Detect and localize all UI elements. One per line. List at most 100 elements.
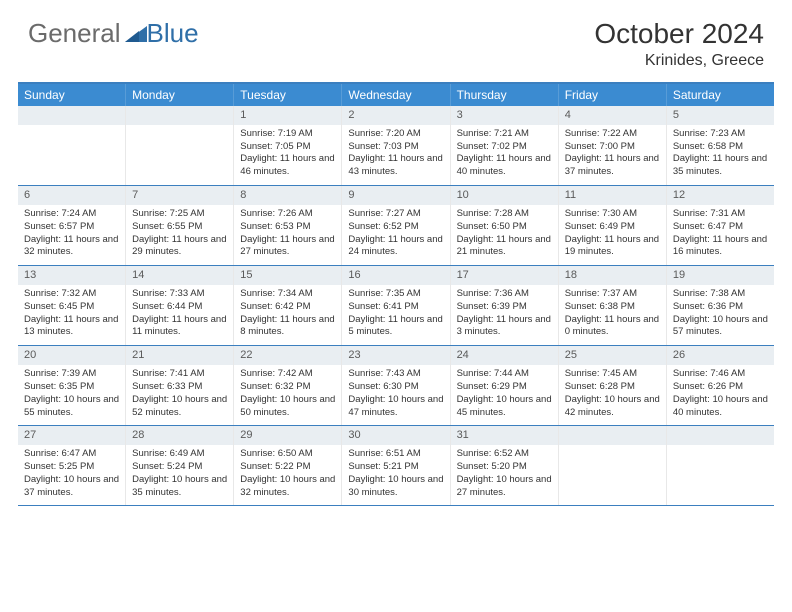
day-body: Sunrise: 7:33 AMSunset: 6:44 PMDaylight:… (126, 285, 233, 345)
day-body: Sunrise: 7:22 AMSunset: 7:00 PMDaylight:… (559, 125, 666, 185)
daylight-line: Daylight: 11 hours and 3 minutes. (457, 314, 552, 340)
day-number (18, 106, 125, 125)
day-body: Sunrise: 7:42 AMSunset: 6:32 PMDaylight:… (234, 365, 341, 425)
daylight-line: Daylight: 10 hours and 55 minutes. (24, 394, 119, 420)
daylight-line: Daylight: 10 hours and 27 minutes. (457, 474, 552, 500)
daylight-line: Daylight: 11 hours and 29 minutes. (132, 234, 227, 260)
day-body: Sunrise: 7:20 AMSunset: 7:03 PMDaylight:… (342, 125, 449, 185)
sunrise-line: Sunrise: 6:50 AM (240, 448, 335, 461)
day-body: Sunrise: 7:19 AMSunset: 7:05 PMDaylight:… (234, 125, 341, 185)
sunrise-line: Sunrise: 7:43 AM (348, 368, 443, 381)
sunset-line: Sunset: 6:47 PM (673, 221, 768, 234)
sunrise-line: Sunrise: 7:26 AM (240, 208, 335, 221)
day-number: 27 (18, 426, 125, 445)
daylight-line: Daylight: 11 hours and 13 minutes. (24, 314, 119, 340)
day-number: 3 (451, 106, 558, 125)
sunset-line: Sunset: 6:36 PM (673, 301, 768, 314)
sunrise-line: Sunrise: 6:51 AM (348, 448, 443, 461)
sunset-line: Sunset: 6:57 PM (24, 221, 119, 234)
page-location: Krinides, Greece (594, 52, 764, 70)
day-number: 2 (342, 106, 449, 125)
day-cell: 13Sunrise: 7:32 AMSunset: 6:45 PMDayligh… (18, 266, 126, 345)
day-cell: 24Sunrise: 7:44 AMSunset: 6:29 PMDayligh… (451, 346, 559, 425)
day-body: Sunrise: 6:50 AMSunset: 5:22 PMDaylight:… (234, 445, 341, 505)
day-body: Sunrise: 7:30 AMSunset: 6:49 PMDaylight:… (559, 205, 666, 265)
day-number (667, 426, 774, 445)
title-block: October 2024 Krinides, Greece (594, 18, 764, 70)
day-number: 25 (559, 346, 666, 365)
daylight-line: Daylight: 10 hours and 42 minutes. (565, 394, 660, 420)
day-body: Sunrise: 7:32 AMSunset: 6:45 PMDaylight:… (18, 285, 125, 345)
day-number (126, 106, 233, 125)
day-number: 14 (126, 266, 233, 285)
daylight-line: Daylight: 11 hours and 32 minutes. (24, 234, 119, 260)
day-cell: 27Sunrise: 6:47 AMSunset: 5:25 PMDayligh… (18, 426, 126, 505)
daylight-line: Daylight: 11 hours and 16 minutes. (673, 234, 768, 260)
daylight-line: Daylight: 10 hours and 37 minutes. (24, 474, 119, 500)
sunrise-line: Sunrise: 7:24 AM (24, 208, 119, 221)
daylight-line: Daylight: 11 hours and 35 minutes. (673, 153, 768, 179)
sunrise-line: Sunrise: 7:31 AM (673, 208, 768, 221)
sunset-line: Sunset: 5:24 PM (132, 461, 227, 474)
sunrise-line: Sunrise: 7:45 AM (565, 368, 660, 381)
sunrise-line: Sunrise: 7:39 AM (24, 368, 119, 381)
sunset-line: Sunset: 5:25 PM (24, 461, 119, 474)
sunset-line: Sunset: 6:58 PM (673, 141, 768, 154)
day-body (18, 125, 125, 179)
day-body: Sunrise: 7:25 AMSunset: 6:55 PMDaylight:… (126, 205, 233, 265)
sunrise-line: Sunrise: 6:52 AM (457, 448, 552, 461)
daylight-line: Daylight: 10 hours and 50 minutes. (240, 394, 335, 420)
sunset-line: Sunset: 6:33 PM (132, 381, 227, 394)
day-cell: 12Sunrise: 7:31 AMSunset: 6:47 PMDayligh… (667, 186, 774, 265)
sunrise-line: Sunrise: 7:44 AM (457, 368, 552, 381)
sunrise-line: Sunrise: 7:36 AM (457, 288, 552, 301)
day-of-week-saturday: Saturday (667, 84, 774, 106)
day-cell: 10Sunrise: 7:28 AMSunset: 6:50 PMDayligh… (451, 186, 559, 265)
sunset-line: Sunset: 6:44 PM (132, 301, 227, 314)
sunset-line: Sunset: 6:35 PM (24, 381, 119, 394)
sunrise-line: Sunrise: 7:22 AM (565, 128, 660, 141)
day-cell: 5Sunrise: 7:23 AMSunset: 6:58 PMDaylight… (667, 106, 774, 185)
sunrise-line: Sunrise: 7:35 AM (348, 288, 443, 301)
day-number: 24 (451, 346, 558, 365)
day-number: 8 (234, 186, 341, 205)
sunrise-line: Sunrise: 7:20 AM (348, 128, 443, 141)
sunrise-line: Sunrise: 7:42 AM (240, 368, 335, 381)
day-number: 1 (234, 106, 341, 125)
day-number: 23 (342, 346, 449, 365)
daylight-line: Daylight: 10 hours and 35 minutes. (132, 474, 227, 500)
day-cell: 6Sunrise: 7:24 AMSunset: 6:57 PMDaylight… (18, 186, 126, 265)
daylight-line: Daylight: 10 hours and 47 minutes. (348, 394, 443, 420)
day-cell: 22Sunrise: 7:42 AMSunset: 6:32 PMDayligh… (234, 346, 342, 425)
day-of-week-wednesday: Wednesday (342, 84, 450, 106)
daylight-line: Daylight: 11 hours and 46 minutes. (240, 153, 335, 179)
page-title: October 2024 (594, 18, 764, 50)
day-cell: 31Sunrise: 6:52 AMSunset: 5:20 PMDayligh… (451, 426, 559, 505)
day-body (667, 445, 774, 499)
day-body: Sunrise: 7:26 AMSunset: 6:53 PMDaylight:… (234, 205, 341, 265)
sunset-line: Sunset: 6:52 PM (348, 221, 443, 234)
sunset-line: Sunset: 6:50 PM (457, 221, 552, 234)
daylight-line: Daylight: 10 hours and 32 minutes. (240, 474, 335, 500)
sunrise-line: Sunrise: 7:30 AM (565, 208, 660, 221)
day-number: 21 (126, 346, 233, 365)
day-number: 16 (342, 266, 449, 285)
daylight-line: Daylight: 11 hours and 24 minutes. (348, 234, 443, 260)
day-number: 28 (126, 426, 233, 445)
day-of-week-sunday: Sunday (18, 84, 126, 106)
empty-cell (18, 106, 126, 185)
day-of-week-thursday: Thursday (451, 84, 559, 106)
logo: General Blue (28, 18, 199, 49)
sunrise-line: Sunrise: 6:49 AM (132, 448, 227, 461)
day-of-week-monday: Monday (126, 84, 234, 106)
day-number: 30 (342, 426, 449, 445)
day-of-week-row: SundayMondayTuesdayWednesdayThursdayFrid… (18, 84, 774, 106)
day-body: Sunrise: 7:23 AMSunset: 6:58 PMDaylight:… (667, 125, 774, 185)
sunset-line: Sunset: 7:02 PM (457, 141, 552, 154)
daylight-line: Daylight: 11 hours and 43 minutes. (348, 153, 443, 179)
sunset-line: Sunset: 7:00 PM (565, 141, 660, 154)
day-cell: 25Sunrise: 7:45 AMSunset: 6:28 PMDayligh… (559, 346, 667, 425)
sunset-line: Sunset: 6:49 PM (565, 221, 660, 234)
logo-text-a: General (28, 18, 121, 49)
sunset-line: Sunset: 6:42 PM (240, 301, 335, 314)
